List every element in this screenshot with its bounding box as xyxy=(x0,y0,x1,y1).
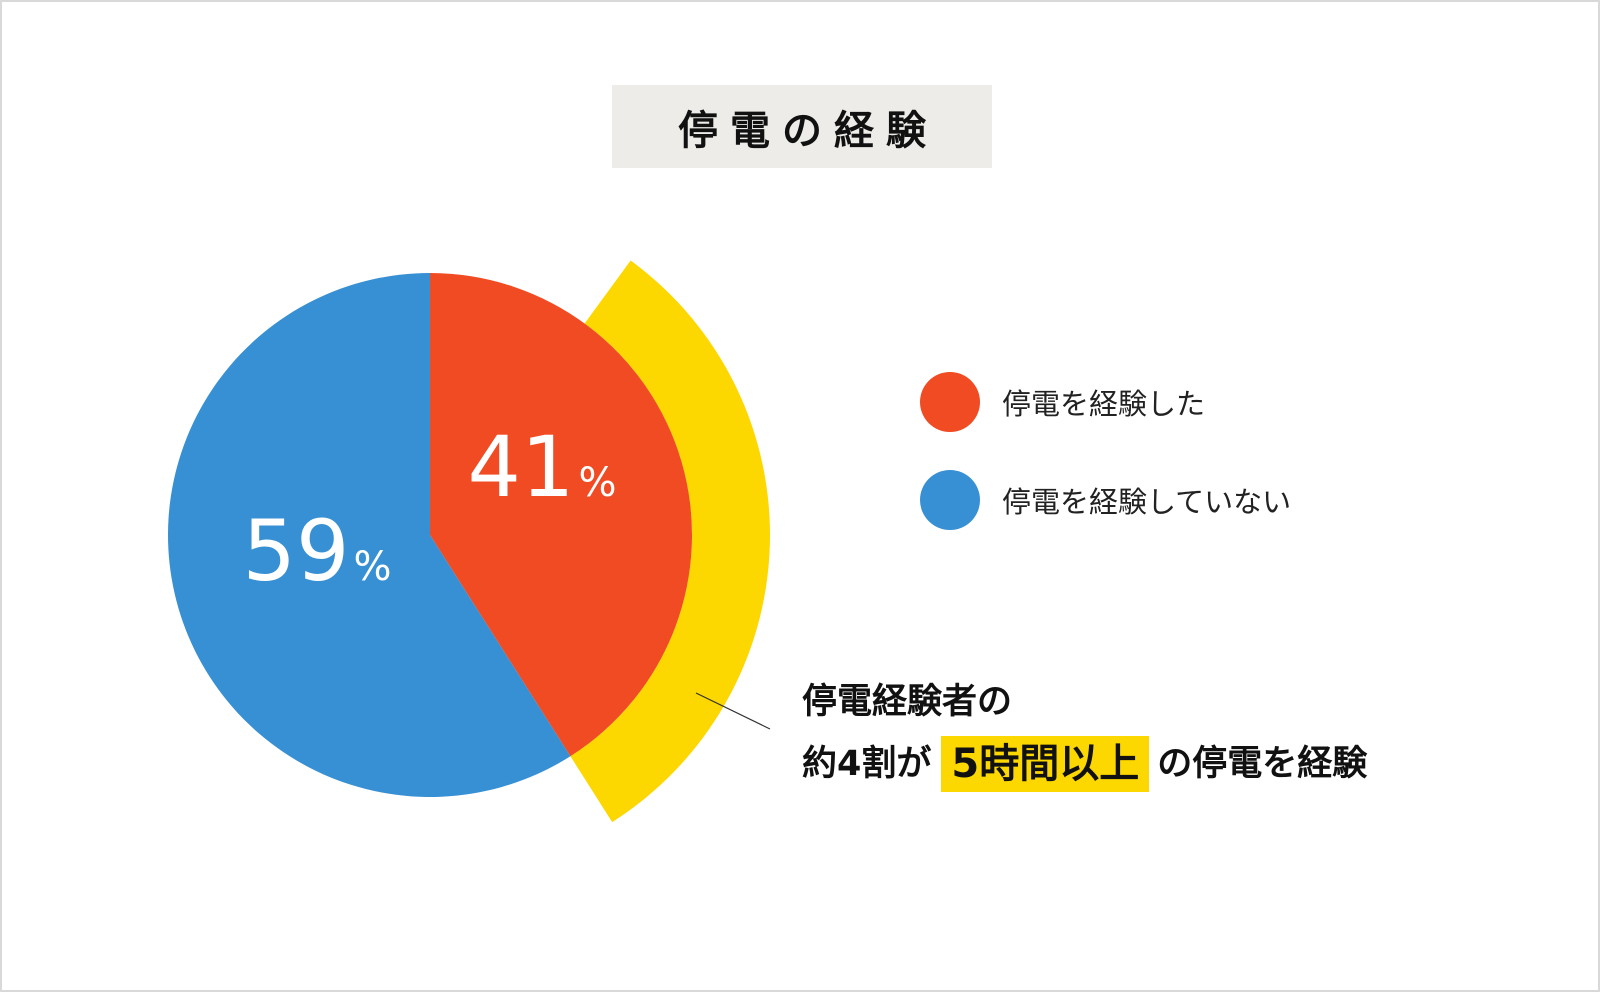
legend-swatch-experienced xyxy=(920,372,980,432)
callout-line2: 約4割が 5時間以上 の停電を経験 xyxy=(802,734,1367,794)
highlight-arc xyxy=(570,260,770,823)
pie-slice-not-experienced xyxy=(167,273,571,797)
legend-item-experienced: 停電を経験した xyxy=(920,372,1205,432)
callout: 停電経験者の 約4割が 5時間以上 の停電を経験 xyxy=(802,672,1367,794)
title-box: 停電の経験 xyxy=(612,85,992,168)
pie-value-label-experienced: 41% xyxy=(468,418,617,516)
callout-leader-line xyxy=(695,692,771,730)
chart-title: 停電の経験 xyxy=(678,107,938,154)
callout-line2-pre: 約4割が xyxy=(802,744,932,784)
legend-label-not-experienced: 停電を経験していない xyxy=(1002,485,1292,519)
legend-label-experienced: 停電を経験した xyxy=(1002,387,1206,421)
legend-swatch-not-experienced xyxy=(920,470,980,530)
pie-value-label-not-experienced: 59% xyxy=(243,502,392,600)
legend-item-not-experienced: 停電を経験していない xyxy=(920,470,1291,530)
pie-slice-experienced xyxy=(430,273,692,757)
callout-line2-post: の停電を経験 xyxy=(1157,744,1368,784)
callout-line1: 停電経験者の xyxy=(802,682,1013,722)
callout-highlight: 5時間以上 xyxy=(941,736,1150,792)
